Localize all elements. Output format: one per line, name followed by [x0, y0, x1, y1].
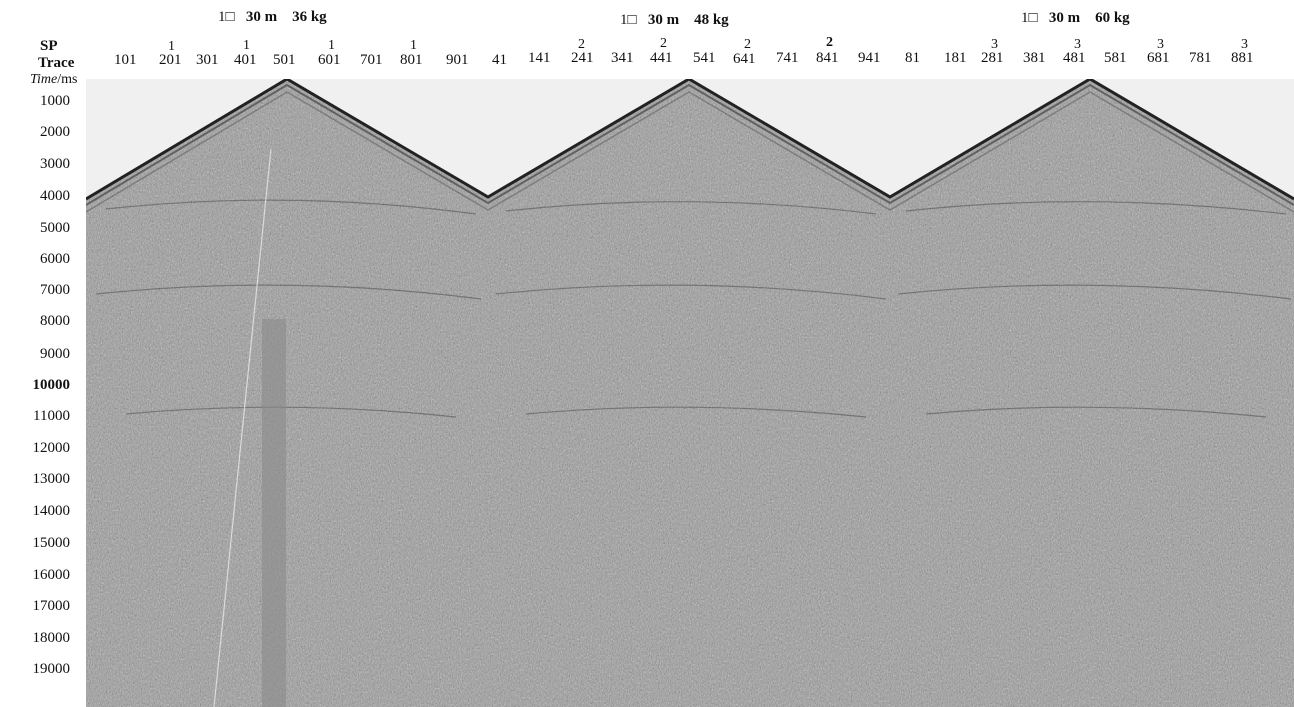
sp-mark: 1 — [328, 38, 335, 53]
trace-tick: 401 — [234, 52, 257, 68]
time-tick: 14000 — [32, 503, 71, 519]
trace-tick: 641 — [733, 51, 756, 67]
time-tick: 6000 — [40, 251, 70, 267]
shot-title-2-charge: 48 kg — [694, 12, 729, 28]
time-tick: 5000 — [40, 220, 70, 236]
trace-label: Trace — [38, 55, 75, 71]
shot-title-2-hole: 1□ — [620, 12, 637, 28]
trace-tick: 41 — [492, 52, 507, 68]
trace-tick: 301 — [196, 52, 219, 68]
sp-label: SP — [40, 38, 58, 54]
trace-tick: 701 — [360, 52, 383, 68]
shot-title-3: 1□ 30 m 60 kg — [1021, 10, 1130, 27]
trace-tick: 581 — [1104, 50, 1127, 66]
time-tick: 4000 — [40, 188, 70, 204]
shot-title-3-hole: 1□ — [1021, 10, 1038, 26]
shot-title-3-depth: 30 m — [1048, 10, 1081, 26]
trace-tick: 481 — [1063, 50, 1086, 66]
trace-tick: 741 — [776, 50, 799, 66]
time-tick: 18000 — [32, 630, 71, 646]
trace-tick: 381 — [1023, 50, 1046, 66]
shot-title-1-depth: 30 m — [245, 9, 278, 25]
time-label-italic: Time — [30, 72, 58, 87]
sp-mark: 2 — [826, 35, 833, 50]
sp-mark: 3 — [1241, 37, 1248, 52]
time-label: Time/ms — [30, 72, 77, 88]
time-tick: 17000 — [32, 598, 71, 614]
time-tick: 7000 — [40, 282, 70, 298]
trace-tick: 181 — [944, 50, 967, 66]
time-tick: 3000 — [40, 156, 70, 172]
trace-tick: 781 — [1189, 50, 1212, 66]
time-tick: 10000 — [32, 377, 71, 393]
trace-tick: 81 — [905, 50, 920, 66]
time-tick: 13000 — [32, 471, 71, 487]
sp-mark: 1 — [410, 38, 417, 53]
time-tick: 16000 — [32, 567, 71, 583]
trace-tick: 101 — [114, 52, 137, 68]
trace-tick: 801 — [400, 52, 423, 68]
time-tick: 9000 — [40, 346, 70, 362]
shot-title-1-hole: 1□ — [218, 9, 235, 25]
sp-mark: 2 — [744, 37, 751, 52]
trace-tick: 601 — [318, 52, 341, 68]
sp-mark: 2 — [660, 36, 667, 51]
trace-tick: 501 — [273, 52, 296, 68]
time-tick: 1000 — [40, 93, 70, 109]
sp-mark: 1 — [168, 39, 175, 54]
trace-tick: 201 — [159, 52, 182, 68]
trace-tick: 941 — [858, 50, 881, 66]
sp-mark: 3 — [991, 37, 998, 52]
trace-tick: 841 — [816, 50, 839, 66]
trace-tick: 241 — [571, 50, 594, 66]
trace-tick: 341 — [611, 50, 634, 66]
trace-tick: 881 — [1231, 50, 1254, 66]
sp-mark: 2 — [578, 37, 585, 52]
time-tick: 11000 — [33, 408, 70, 424]
time-tick: 15000 — [32, 535, 71, 551]
shot-title-2: 1□ 30 m 48 kg — [620, 12, 729, 29]
time-tick: 2000 — [40, 124, 70, 140]
trace-tick: 541 — [693, 50, 716, 66]
seismic-gather-image — [86, 79, 1294, 707]
shot-title-3-charge: 60 kg — [1095, 10, 1130, 26]
time-tick: 8000 — [40, 313, 70, 329]
trace-tick: 281 — [981, 50, 1004, 66]
trace-tick: 141 — [528, 50, 551, 66]
gather-data-region — [86, 79, 1294, 707]
sp-mark: 1 — [243, 38, 250, 53]
trace-tick: 681 — [1147, 50, 1170, 66]
sp-mark: 3 — [1074, 37, 1081, 52]
trace-tick: 441 — [650, 50, 673, 66]
noise-column — [262, 319, 286, 707]
sp-mark: 3 — [1157, 37, 1164, 52]
shot-title-1-charge: 36 kg — [292, 9, 327, 25]
time-tick: 12000 — [32, 440, 71, 456]
shot-title-1: 1□ 30 m 36 kg — [218, 9, 327, 26]
trace-tick: 901 — [446, 52, 469, 68]
shot-title-2-depth: 30 m — [647, 12, 680, 28]
time-label-unit: /ms — [57, 72, 78, 87]
time-tick: 19000 — [32, 661, 71, 677]
